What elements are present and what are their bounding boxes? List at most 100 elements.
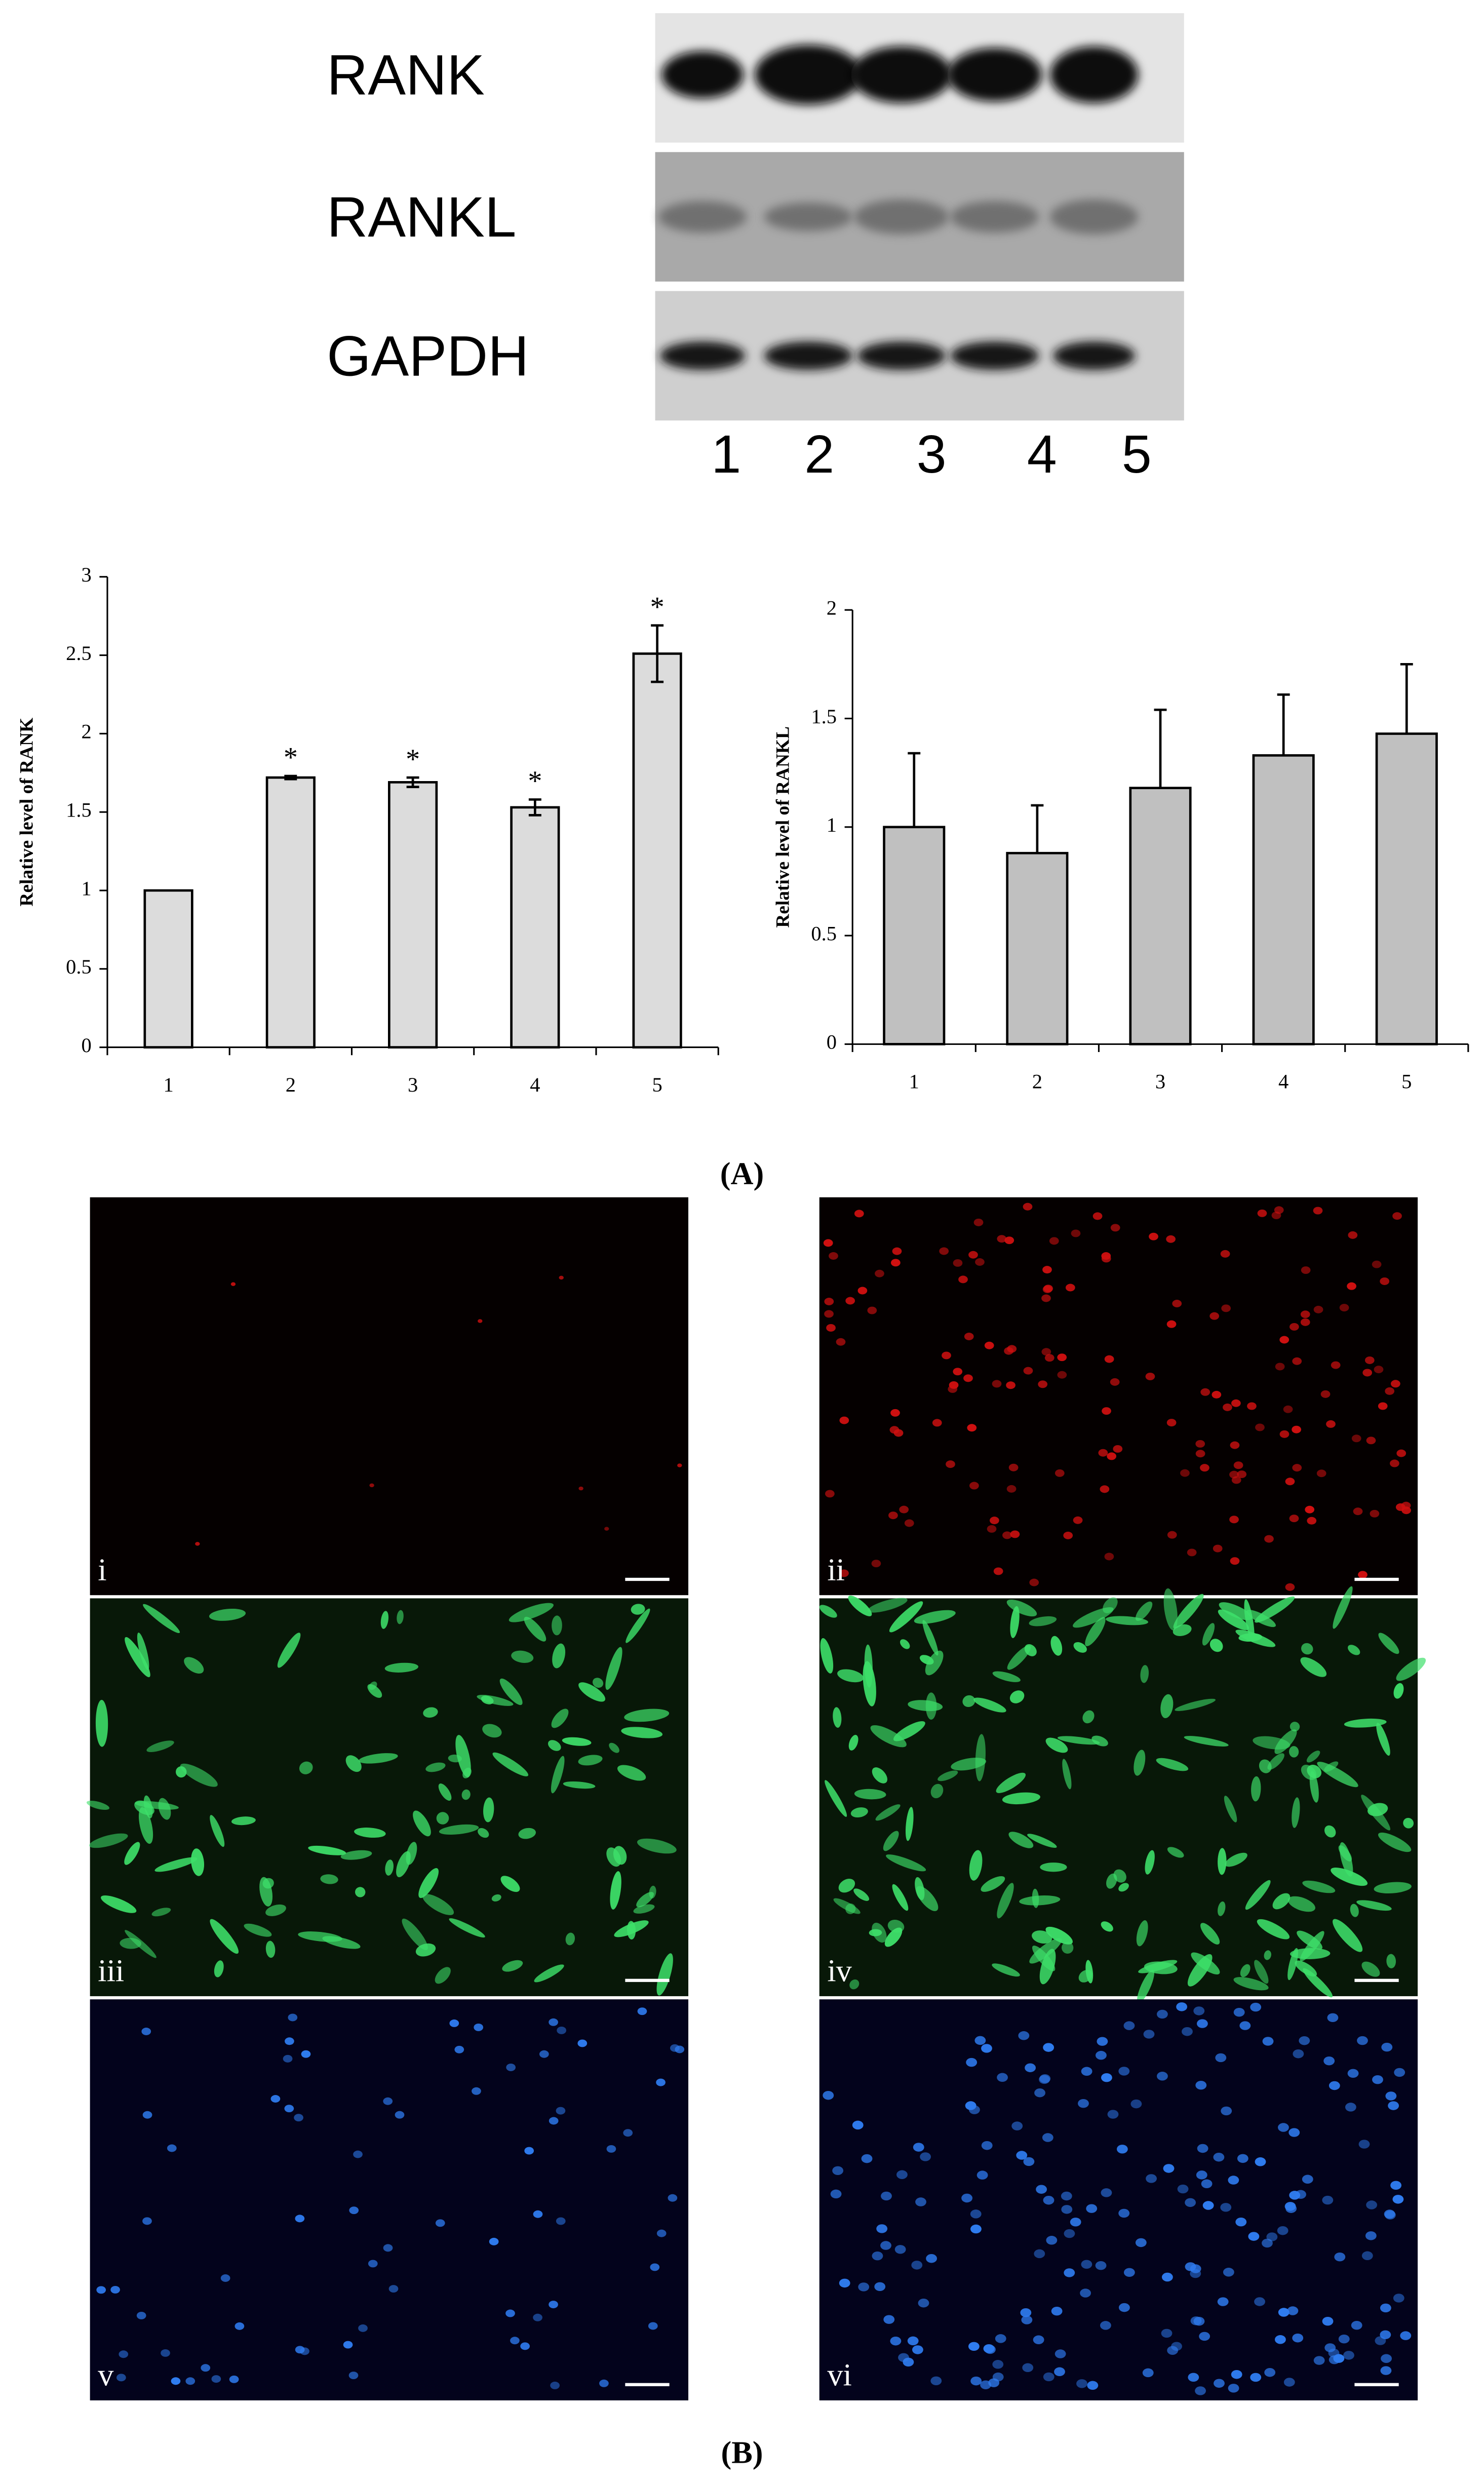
- cell: [1019, 1895, 1061, 1906]
- y-axis-label: Relative level of RANK: [17, 718, 37, 907]
- cell: [1255, 2157, 1266, 2166]
- cell: [1023, 2157, 1035, 2166]
- cell: [1163, 1588, 1178, 1631]
- cell: [970, 2224, 982, 2234]
- cell: [1385, 1387, 1395, 1395]
- cell: [893, 1721, 925, 1741]
- cell: [1300, 1657, 1327, 1677]
- cell: [86, 1800, 109, 1810]
- cell: [1057, 1353, 1067, 1362]
- y-tick-label: 2.5: [66, 642, 92, 665]
- cell: [915, 1877, 925, 1900]
- cell: [288, 2013, 298, 2022]
- cell: [294, 2114, 303, 2122]
- cell: [1184, 1736, 1229, 1747]
- cell: [369, 1483, 374, 1488]
- cell: [973, 1697, 1006, 1713]
- blot-band: [950, 341, 1039, 370]
- cell: [1156, 1758, 1189, 1771]
- cell: [830, 2189, 842, 2199]
- cell: [265, 1941, 276, 1958]
- cell: [833, 1707, 842, 1728]
- cell: [675, 2045, 685, 2053]
- cell: [559, 1275, 564, 1280]
- cell: [1278, 2308, 1290, 2317]
- cell: [353, 2150, 363, 2158]
- cell: [1333, 1919, 1363, 1952]
- cell: [962, 1695, 975, 1708]
- x-tick-label: 1: [163, 1073, 173, 1096]
- cell: [1331, 1868, 1368, 1886]
- cell: [930, 2376, 942, 2386]
- cell: [1378, 1402, 1388, 1410]
- cell: [1264, 1535, 1274, 1543]
- cell: [1200, 1923, 1220, 1945]
- cell: [95, 1699, 108, 1747]
- cell: [489, 2237, 499, 2245]
- cell: [1257, 1919, 1290, 1939]
- cell: [295, 2346, 305, 2354]
- cell: [1324, 1825, 1336, 1838]
- cell: [1275, 1363, 1285, 1371]
- cell: [592, 1678, 604, 1688]
- cell: [146, 1740, 174, 1752]
- x-tick-label: 4: [1278, 1070, 1288, 1093]
- cell: [893, 1429, 904, 1437]
- cell: [1392, 2195, 1404, 2204]
- cell: [158, 1798, 171, 1820]
- cell: [455, 1735, 471, 1777]
- cell: [938, 1770, 958, 1781]
- cell: [1303, 1968, 1333, 1998]
- cell: [1237, 1470, 1247, 1479]
- cell: [1380, 2366, 1392, 2375]
- cell: [871, 1560, 881, 1568]
- image-label: v: [98, 2358, 114, 2393]
- cell: [383, 2097, 393, 2105]
- cell: [422, 1894, 454, 1915]
- significance-mark: *: [650, 591, 665, 623]
- cell: [836, 1338, 846, 1346]
- cell: [550, 2381, 560, 2389]
- significance-mark: *: [284, 742, 298, 773]
- cell: [668, 2194, 678, 2202]
- cell: [1329, 2355, 1340, 2364]
- cell: [1300, 1310, 1310, 1318]
- cell: [1051, 2306, 1063, 2316]
- image-label: iv: [827, 1954, 852, 1989]
- cell: [961, 2193, 972, 2203]
- cell: [1345, 2103, 1356, 2112]
- cell: [963, 1374, 973, 1382]
- cell: [1357, 2036, 1368, 2045]
- cell: [932, 1419, 942, 1427]
- cell: [1215, 2053, 1227, 2063]
- cell: [1104, 1355, 1114, 1363]
- cell: [946, 1460, 955, 1468]
- cell: [1038, 1380, 1048, 1388]
- cell: [354, 1828, 386, 1838]
- cell: [1202, 1623, 1215, 1646]
- cell: [425, 1762, 446, 1772]
- cell: [231, 1816, 256, 1826]
- cell: [1080, 2288, 1091, 2298]
- cell: [1054, 2367, 1065, 2377]
- cell: [613, 1846, 627, 1865]
- cell: [1323, 2056, 1335, 2066]
- cell: [1036, 2185, 1047, 2194]
- cell: [969, 1850, 983, 1881]
- cell: [1274, 1206, 1284, 1214]
- cell: [137, 1633, 149, 1671]
- cell: [1199, 2332, 1210, 2341]
- y-tick-label: 2: [82, 720, 92, 743]
- cell: [1200, 1388, 1210, 1396]
- lane-label: 1: [711, 424, 741, 484]
- bar: [1129, 787, 1192, 1045]
- cell: [1043, 2196, 1055, 2205]
- cell: [348, 2372, 359, 2380]
- cell: [1231, 1399, 1241, 1407]
- cell: [1175, 1698, 1216, 1711]
- cell: [1233, 2007, 1245, 2017]
- cell: [1071, 1229, 1081, 1237]
- cell: [1021, 2315, 1033, 2324]
- cell: [1142, 2368, 1154, 2378]
- micrograph: iii: [86, 1598, 689, 1996]
